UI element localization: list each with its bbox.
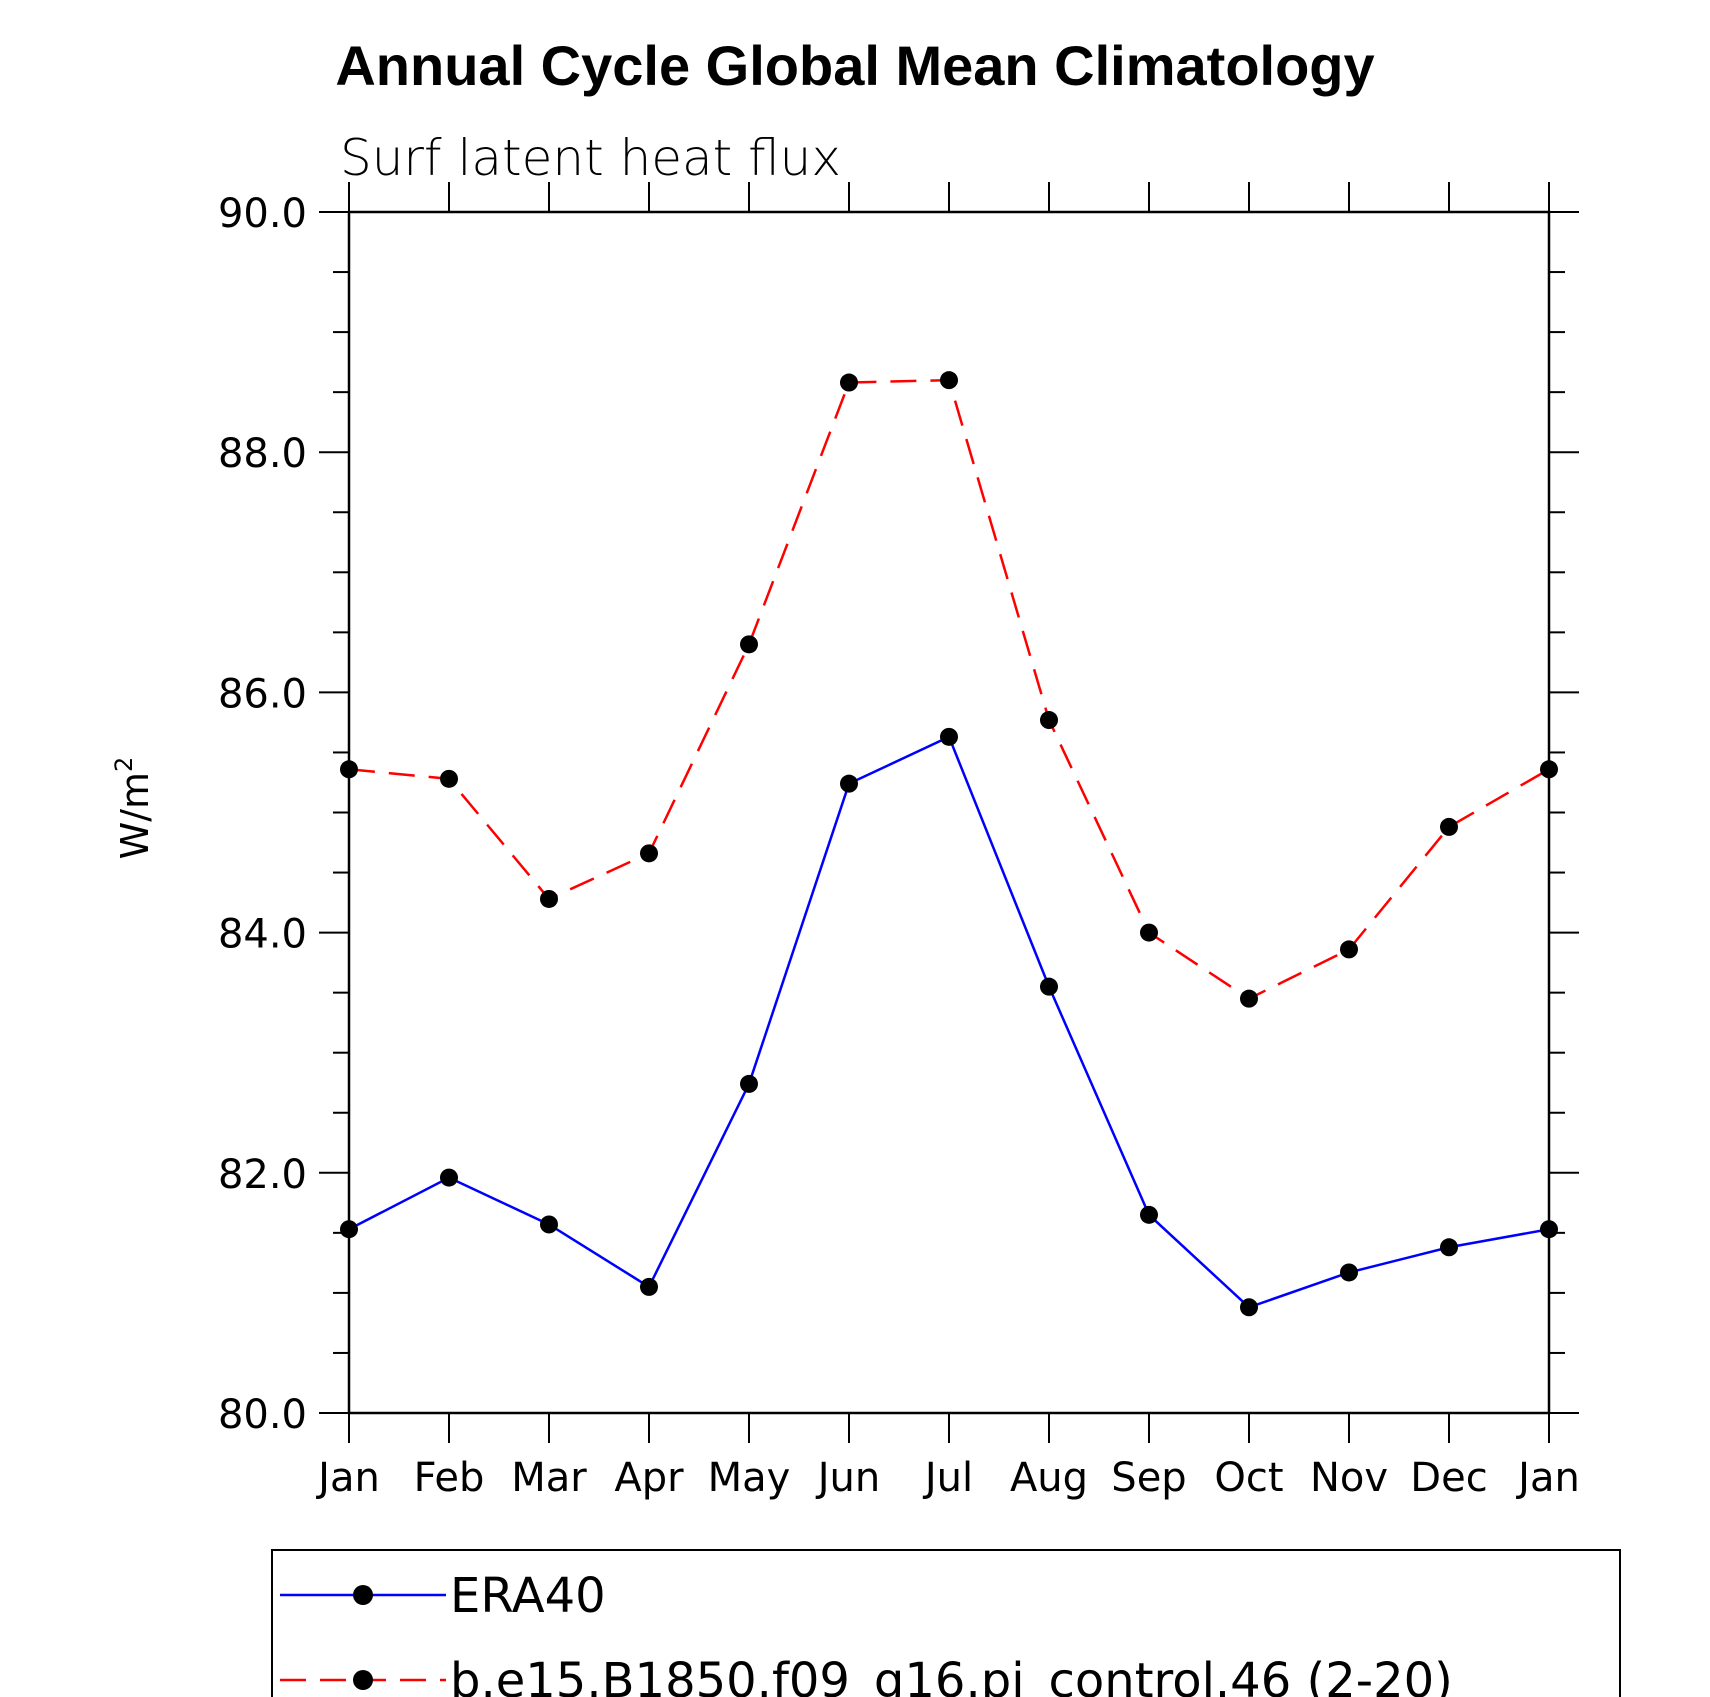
x-tick-label: Apr: [614, 1455, 684, 1501]
legend-label-2: b.e15.B1850.f09_g16.pi_control.46 (2-20): [450, 1653, 1453, 1697]
x-tick-label: Dec: [1410, 1455, 1487, 1501]
series-1-point: [540, 1215, 558, 1234]
series-2-point: [1240, 989, 1258, 1008]
y-tick-label: 86.0: [218, 671, 307, 717]
y-tick-label: 88.0: [218, 431, 307, 477]
series-2-point: [540, 889, 558, 908]
series-1-point: [440, 1168, 458, 1187]
series-line-2: [348, 378, 1550, 1001]
y-tick-label: 82.0: [218, 1152, 307, 1198]
x-tick-label: Oct: [1214, 1455, 1283, 1501]
y-axis-label-superscript: 2: [110, 757, 138, 772]
series-2-point: [1140, 923, 1158, 942]
x-tick-label: Nov: [1310, 1455, 1388, 1501]
x-tick-label: Jun: [815, 1455, 881, 1501]
y-axis-label: W/m2: [110, 757, 157, 860]
plot-border: [347, 210, 1551, 1415]
series-1-point: [1440, 1238, 1458, 1257]
series-2-point: [940, 371, 958, 390]
plot-frame: [347, 210, 1551, 1415]
x-tick-label: Jan: [1515, 1455, 1580, 1501]
series-1-point: [340, 1220, 358, 1239]
legend-marker-2: [353, 1670, 373, 1690]
series-2-point: [740, 635, 758, 654]
series-2-point: [1340, 940, 1358, 959]
series-1-point: [940, 727, 958, 746]
y-tick-label: 80.0: [218, 1392, 307, 1438]
legend-label-1: ERA40: [450, 1568, 606, 1624]
chart-subtitle: Surf latent heat flux: [340, 129, 841, 187]
x-axis: Jan Feb Mar Apr May Jun Jul Aug Sep Oct Nov Dec Jan: [315, 182, 1580, 1501]
y-tick-label: 84.0: [218, 912, 307, 958]
series-1-point: [1040, 977, 1058, 996]
chart-title: Annual Cycle Global Mean Climatology: [335, 34, 1374, 97]
y-tick-label: 90.0: [218, 191, 307, 237]
series-2-point: [1540, 760, 1558, 779]
legend-entries: ERA40 b.e15.B1850.f09_g16.pi_control.46 (…: [280, 1568, 1453, 1697]
series-1-point: [740, 1074, 758, 1093]
x-tick-label: Aug: [1010, 1455, 1088, 1501]
series-2-point: [440, 769, 458, 788]
series-1-point: [1240, 1298, 1258, 1317]
series-2-point: [1440, 817, 1458, 836]
x-tick-label: May: [708, 1455, 791, 1501]
series-1-point: [640, 1277, 658, 1296]
series-1-point: [840, 774, 858, 793]
series-1-point: [1140, 1205, 1158, 1224]
series-2-point: [840, 373, 858, 392]
legend-box: [271, 1549, 1621, 1697]
x-tick-label: Feb: [414, 1455, 485, 1501]
x-tick-label: Sep: [1111, 1455, 1186, 1501]
y-axis-label-base: W/m: [113, 772, 157, 859]
series-2-point: [340, 760, 358, 779]
y-axis: 80.0 82.0 84.0 86.0 88.0 90.0: [218, 191, 1579, 1438]
series-1-point: [1340, 1263, 1358, 1282]
x-tick-label: Jul: [922, 1455, 973, 1501]
legend: ERA40 b.e15.B1850.f09_g16.pi_control.46 (…: [271, 1549, 1621, 1697]
series-line-1: [348, 735, 1550, 1309]
series-1-point: [1540, 1220, 1558, 1239]
x-tick-label: Jan: [315, 1455, 380, 1501]
x-tick-label: Mar: [511, 1455, 587, 1501]
series-2-point: [1040, 711, 1058, 730]
legend-marker-1: [353, 1585, 373, 1605]
series-layer: [340, 371, 1558, 1317]
series-2-point: [640, 844, 658, 863]
